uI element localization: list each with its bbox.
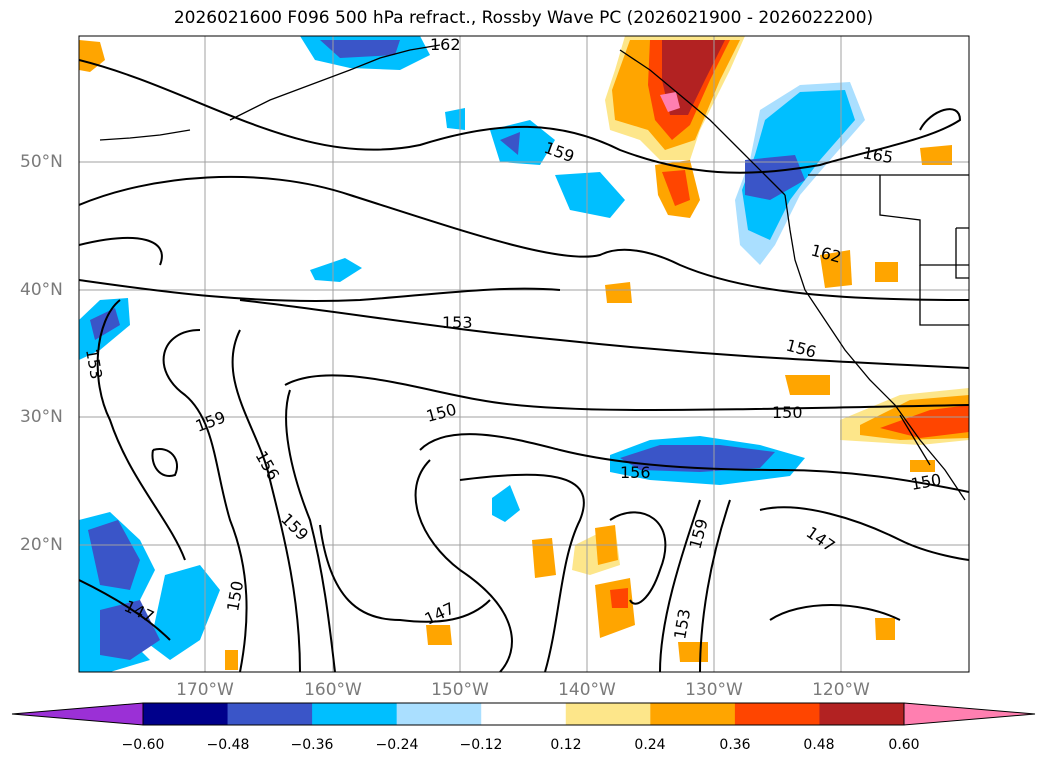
colorbar-tick-label: 0.12 (550, 737, 582, 753)
lon-label-160w: 160°W (304, 680, 362, 700)
colorbar-outline (142, 702, 905, 726)
positive-anomaly-region (79, 40, 105, 72)
contour-label: 150 (772, 403, 803, 422)
colorbar-cells (143, 703, 905, 725)
lon-label-120w: 120°W (812, 680, 870, 700)
map-title: 2026021600 F096 500 hPa refract., Rossby… (173, 8, 874, 28)
colorbar-extend-right (903, 702, 1036, 726)
lon-label-130w: 130°W (685, 680, 743, 700)
colorbar-extend-left (11, 702, 144, 726)
colorbar-cell (227, 703, 313, 725)
colorbar-tick-label: −0.60 (121, 737, 165, 753)
colorbar-cell (396, 703, 482, 725)
contour-lines (79, 59, 969, 672)
colorbar-cell (734, 703, 820, 725)
lon-label-170w: 170°W (176, 680, 234, 700)
colorbar-tick-label: −0.12 (459, 737, 503, 753)
colorbar-cell (819, 703, 905, 725)
colorbar-cell (312, 703, 398, 725)
colorbar-tick-label: −0.36 (290, 737, 334, 753)
lon-label-150w: 150°W (431, 680, 489, 700)
colorbar-tick-label: −0.48 (206, 737, 250, 753)
colorbar-cell (565, 703, 651, 725)
colorbar-cell (143, 703, 229, 725)
lat-label-20n: 20°N (20, 535, 63, 555)
colorbar-tick-label: 0.48 (803, 737, 835, 753)
coastlines (99, 44, 969, 501)
lat-label-50n: 50°N (20, 152, 63, 172)
colorbar-tick-label: 0.60 (888, 737, 920, 753)
colorbar-cell (650, 703, 736, 725)
lat-label-30n: 30°N (20, 407, 63, 427)
colorbar-tick-label: −0.24 (375, 737, 419, 753)
contour-label: 156 (620, 463, 651, 482)
colorbar-cell (481, 703, 567, 725)
lat-label-40n: 40°N (20, 280, 63, 300)
colorbar-tick-label: 0.24 (634, 737, 666, 753)
colorbar (11, 702, 1036, 726)
lon-label-140w: 140°W (558, 680, 616, 700)
contour-label: 162 (430, 35, 461, 54)
colorbar-tick-label: 0.36 (719, 737, 751, 753)
contour-label: 153 (442, 313, 473, 332)
map-frame (78, 35, 970, 673)
